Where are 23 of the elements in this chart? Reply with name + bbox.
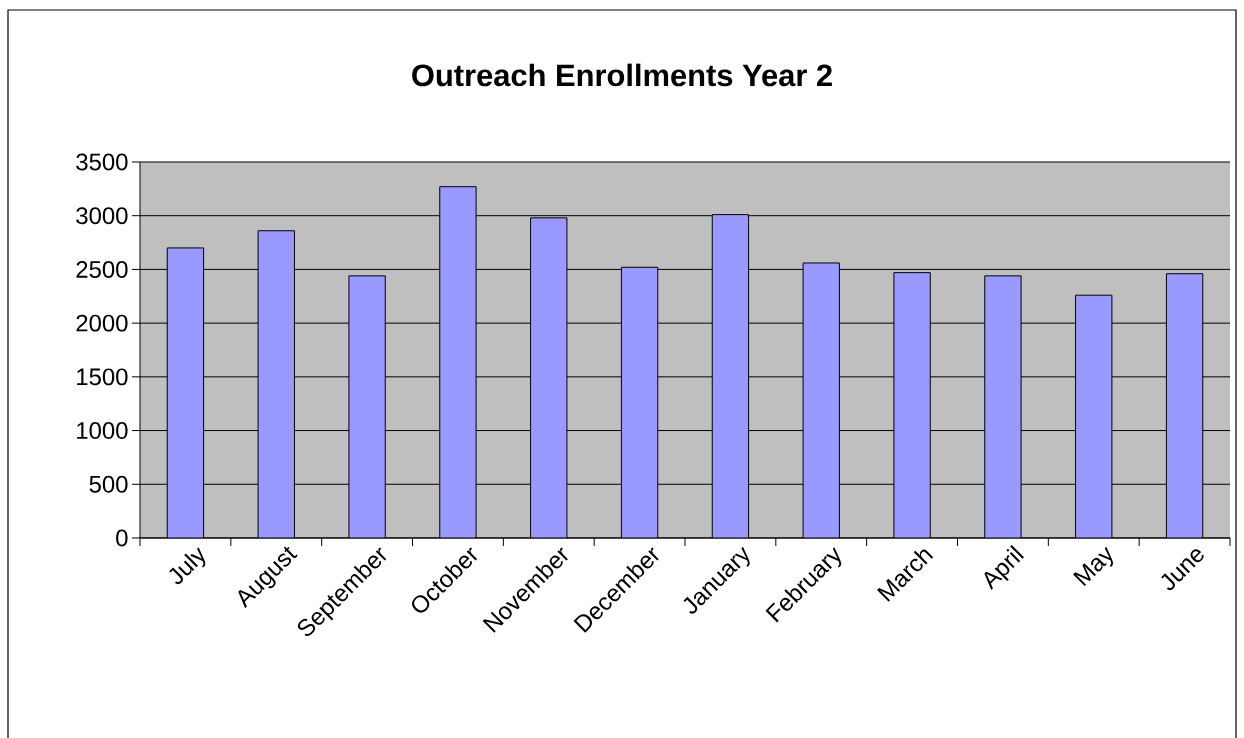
bar	[1165, 273, 1204, 538]
bar	[1075, 294, 1113, 538]
y-tick-label: 1000	[77, 422, 128, 440]
y-tick-label: 3000	[76, 207, 128, 225]
bar	[166, 247, 205, 538]
bar	[984, 275, 1022, 538]
y-tick-label: 3500	[76, 153, 128, 171]
bar	[620, 266, 659, 538]
bar	[711, 214, 750, 538]
bar	[893, 272, 931, 538]
x-tick-label: July	[169, 547, 206, 585]
y-tick-label: 500	[89, 475, 128, 493]
y-tick-label: 0	[116, 529, 128, 547]
bar	[802, 262, 840, 538]
chart-title: Outreach Enrollments Year 2	[412, 63, 832, 87]
y-tick-label: 1500	[77, 368, 128, 386]
bar	[348, 275, 386, 538]
y-tick-label: 2500	[76, 260, 128, 278]
bar	[439, 186, 477, 538]
x-tick-label: May	[1073, 546, 1114, 587]
bar	[530, 217, 568, 538]
bar	[257, 230, 295, 538]
y-tick-label: 2000	[76, 314, 128, 332]
